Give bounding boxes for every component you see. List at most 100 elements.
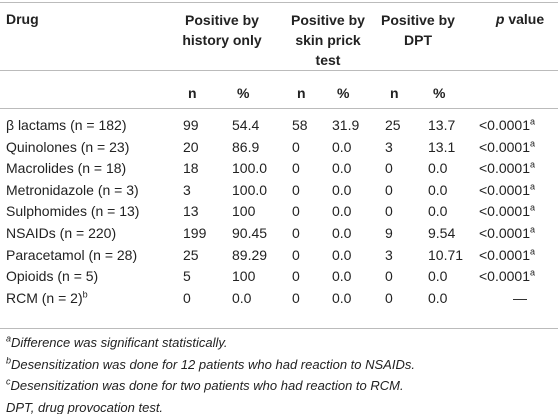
cell-text: — <box>513 289 527 306</box>
superscript: a <box>530 159 536 170</box>
data-cell: 0 <box>292 267 300 285</box>
cell-text: 58 <box>292 117 308 133</box>
cell-text: 18 <box>183 160 199 177</box>
footnote: aDifference was significant statisticall… <box>6 334 228 352</box>
footnote-text: Desensitization was done for 12 patients… <box>11 356 415 372</box>
sub-header: n <box>188 84 197 102</box>
cell-text: 0.0 <box>332 181 352 198</box>
cell-text: 0.0 <box>428 268 448 285</box>
data-cell: 3 <box>385 138 393 156</box>
data-cell: 3 <box>385 246 393 264</box>
rule <box>0 108 558 109</box>
cell-text: 0 <box>385 160 393 177</box>
data-cell: 86.9 <box>232 138 259 156</box>
cell-text: 0 <box>292 225 300 241</box>
cell-text: 100.0 <box>232 181 268 198</box>
header-text: n <box>297 85 306 101</box>
footnote: cDesensitization was done for two patien… <box>6 377 404 395</box>
group-header: Positive by skin prick test <box>283 10 373 70</box>
cell-text: 13 <box>183 203 199 220</box>
header-text: Positive by DPT <box>381 12 455 48</box>
cell-text: 0.0 <box>332 138 352 155</box>
data-cell: 13 <box>183 202 199 220</box>
data-cell: 25 <box>385 116 401 134</box>
sub-header: % <box>237 84 249 102</box>
drug-cell: Sulphomides (n = 13) <box>6 202 139 220</box>
cell-text: Quinolones (n = 23) <box>6 138 130 155</box>
data-cell: 100.0 <box>232 181 267 199</box>
superscript: a <box>530 202 536 213</box>
data-cell: 0.0 <box>428 267 447 285</box>
footnote: DPT, drug provocation test. <box>6 399 163 414</box>
p-cell: <0.0001a <box>479 202 535 220</box>
data-cell: 13.1 <box>428 138 455 156</box>
cell-text: 89.29 <box>232 246 268 263</box>
data-cell: 25 <box>183 246 199 264</box>
data-cell: 0.0 <box>332 181 351 199</box>
cell-text: Metronidazole (n = 3) <box>6 181 139 198</box>
data-cell: 9 <box>385 224 393 242</box>
cell-text: 100.0 <box>232 160 268 177</box>
data-cell: 0.0 <box>332 138 351 156</box>
drug-cell: Quinolones (n = 23) <box>6 138 129 156</box>
header-text: % <box>433 85 446 101</box>
cell-text: 13.7 <box>428 117 456 133</box>
cell-text: <0.0001 <box>479 203 530 220</box>
header-text: Positive by history only <box>182 12 262 48</box>
data-cell: 0 <box>385 267 393 285</box>
data-cell: 0 <box>292 224 300 242</box>
header-text: Drug <box>6 11 39 27</box>
cell-text: Paracetamol (n = 28) <box>6 246 138 263</box>
data-cell: 0 <box>385 202 393 220</box>
superscript: a <box>530 224 536 235</box>
cell-text: 0.0 <box>332 225 352 241</box>
cell-text: <0.0001 <box>479 268 530 285</box>
data-cell: 0.0 <box>332 224 351 242</box>
cell-text: 3 <box>183 181 191 198</box>
data-cell: 0 <box>385 159 393 177</box>
header-drug: Drug <box>6 10 39 28</box>
cell-text: 199 <box>183 225 207 241</box>
cell-text: 0 <box>183 289 191 306</box>
data-cell: 54.4 <box>232 116 259 134</box>
cell-text: <0.0001 <box>479 246 530 263</box>
cell-text: 25 <box>183 246 199 263</box>
data-cell: 58 <box>292 116 308 134</box>
cell-text: 0 <box>292 246 300 263</box>
cell-text: 54.4 <box>232 117 260 133</box>
drug-cell: Macrolides (n = 18) <box>6 159 126 177</box>
superscript: a <box>530 267 536 278</box>
cell-text: 0.0 <box>428 160 448 177</box>
data-cell: 18 <box>183 159 199 177</box>
p-cell: <0.0001a <box>479 246 535 264</box>
superscript: a <box>6 333 12 344</box>
p-cell: <0.0001a <box>479 138 535 156</box>
data-cell: 90.45 <box>232 224 267 242</box>
data-cell: 0.0 <box>332 267 351 285</box>
header-text: Positive by skin prick test <box>291 12 365 68</box>
cell-text: 99 <box>183 117 199 133</box>
cell-text: 0 <box>292 138 300 155</box>
cell-text: 0 <box>292 181 300 198</box>
cell-text: <0.0001 <box>479 160 530 177</box>
data-cell: 89.29 <box>232 246 267 264</box>
data-cell: 0 <box>183 289 191 307</box>
data-cell: 199 <box>183 224 206 242</box>
cell-text: 0 <box>385 289 393 306</box>
header-text: n <box>188 85 197 101</box>
cell-text: 9 <box>385 225 393 241</box>
p-cell: <0.0001a <box>479 181 535 199</box>
rule <box>0 2 558 3</box>
cell-text: 3 <box>385 138 393 155</box>
sub-header: % <box>433 84 445 102</box>
footnote-text: Difference was significant statistically… <box>11 335 228 350</box>
cell-text: 0 <box>385 203 393 220</box>
cell-text: 0.0 <box>332 203 352 220</box>
sub-header: % <box>337 84 349 102</box>
data-cell: 5 <box>183 267 191 285</box>
header-text: p <box>495 11 505 27</box>
cell-text: 100 <box>232 268 256 285</box>
rule <box>0 328 558 329</box>
drug-cell: β lactams (n = 182) <box>6 116 127 134</box>
rule <box>0 70 558 71</box>
